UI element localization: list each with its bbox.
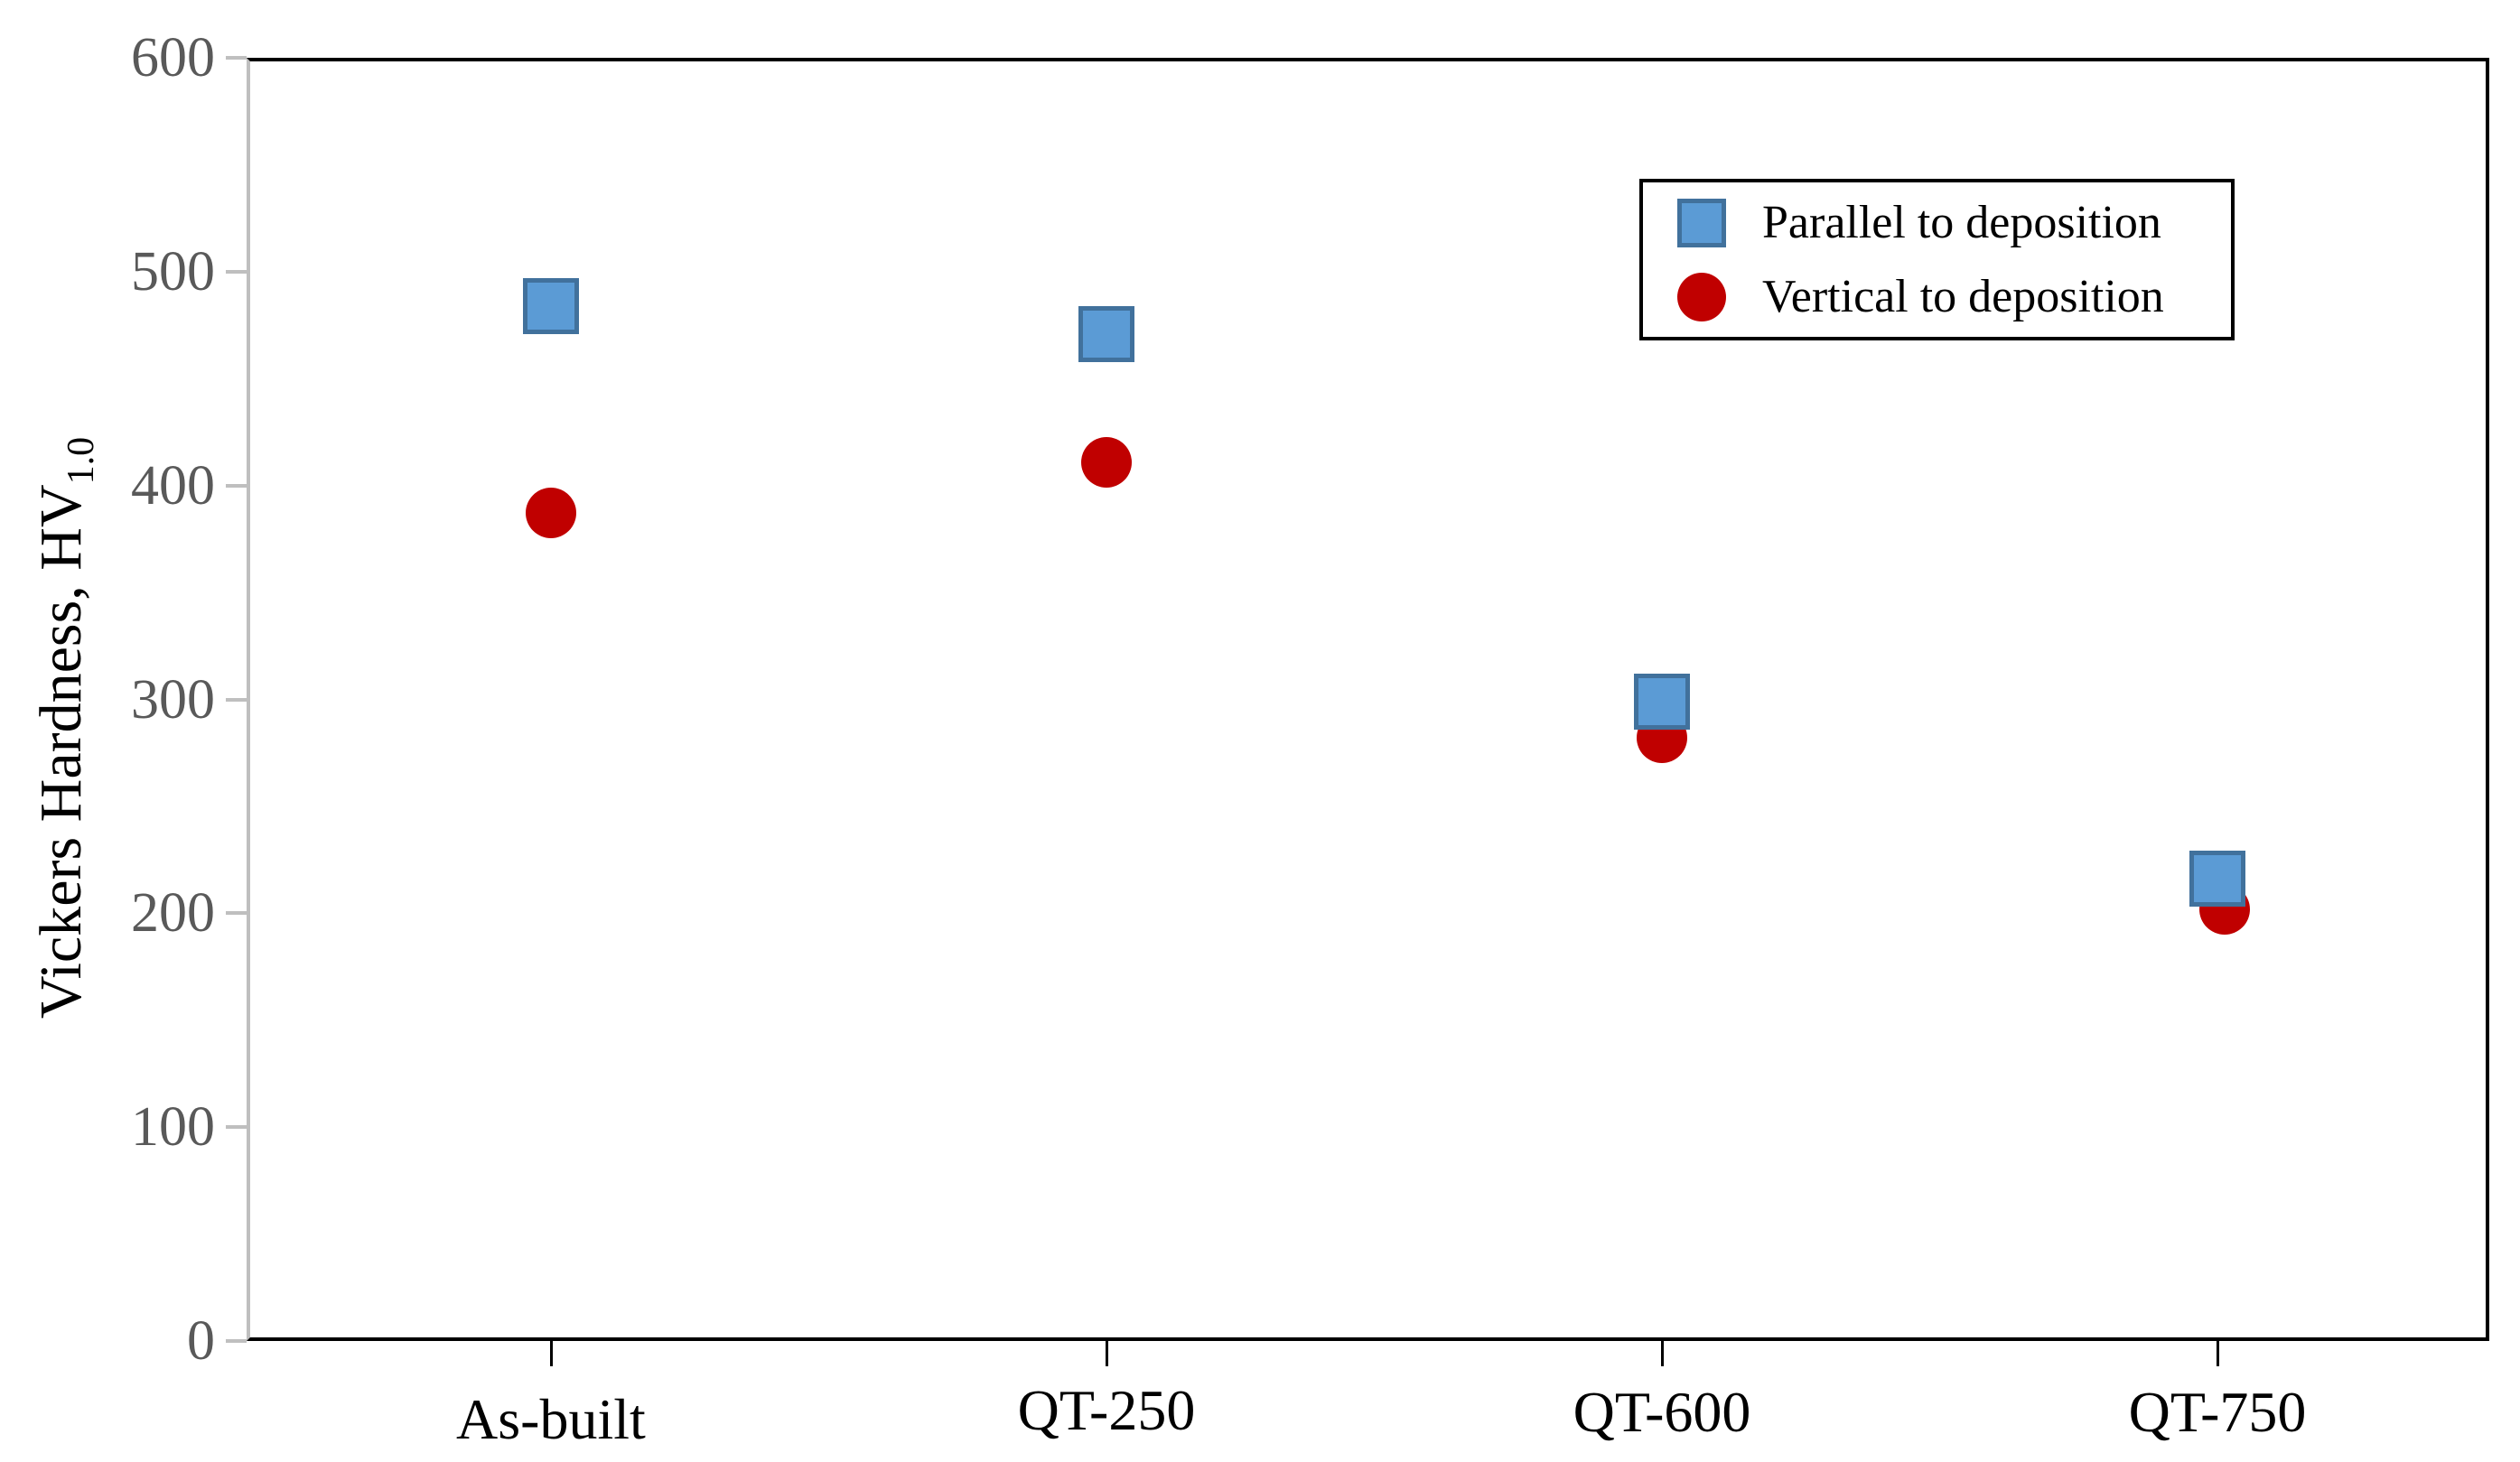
y-tick-label-600: 600 bbox=[131, 27, 215, 88]
data-point-parallel-QT-600 bbox=[1634, 673, 1691, 730]
y-tick-label-300: 300 bbox=[131, 668, 215, 731]
legend-label-parallel: Parallel to deposition bbox=[1762, 197, 2161, 248]
legend-item-parallel: Parallel to deposition bbox=[1643, 186, 2231, 260]
data-point-vertical-QT-250 bbox=[1080, 436, 1132, 488]
y-tick-label-200: 200 bbox=[131, 882, 215, 945]
legend-item-vertical: Vertical to deposition bbox=[1643, 260, 2231, 334]
y-tick-mark-600 bbox=[226, 56, 247, 60]
x-category-label-As-built: As-built bbox=[456, 1387, 646, 1451]
y-tick-mark-300 bbox=[226, 697, 247, 702]
x-category-label-QT-750: QT-750 bbox=[2128, 1380, 2307, 1444]
y-tick-mark-0 bbox=[226, 1339, 247, 1343]
legend-marker-square-icon bbox=[1677, 198, 1726, 247]
legend-label-vertical: Vertical to deposition bbox=[1762, 271, 2164, 322]
x-tick-mark-QT-250 bbox=[1105, 1341, 1108, 1366]
x-category-label-QT-600: QT-600 bbox=[1573, 1380, 1751, 1444]
y-tick-label-100: 100 bbox=[131, 1096, 215, 1159]
y-tick-label-0: 0 bbox=[187, 1310, 215, 1372]
legend: Parallel to deposition Vertical to depos… bbox=[1639, 179, 2235, 340]
y-tick-mark-500 bbox=[226, 269, 247, 274]
x-tick-mark-QT-750 bbox=[2217, 1341, 2220, 1366]
x-tick-mark-QT-600 bbox=[1661, 1341, 1665, 1366]
data-point-parallel-QT-750 bbox=[2189, 851, 2246, 908]
legend-marker-circle-icon bbox=[1677, 272, 1726, 321]
x-tick-mark-As-built bbox=[549, 1341, 553, 1366]
y-tick-label-500: 500 bbox=[131, 240, 215, 303]
y-tick-mark-200 bbox=[226, 911, 247, 916]
data-point-vertical-As-built bbox=[525, 488, 576, 539]
y-tick-label-400: 400 bbox=[131, 454, 215, 517]
y-tick-mark-100 bbox=[226, 1125, 247, 1130]
y-tick-mark-400 bbox=[226, 483, 247, 488]
data-point-parallel-QT-250 bbox=[1078, 305, 1134, 362]
x-category-label-QT-250: QT-250 bbox=[1017, 1378, 1196, 1442]
data-point-parallel-As-built bbox=[522, 277, 579, 334]
